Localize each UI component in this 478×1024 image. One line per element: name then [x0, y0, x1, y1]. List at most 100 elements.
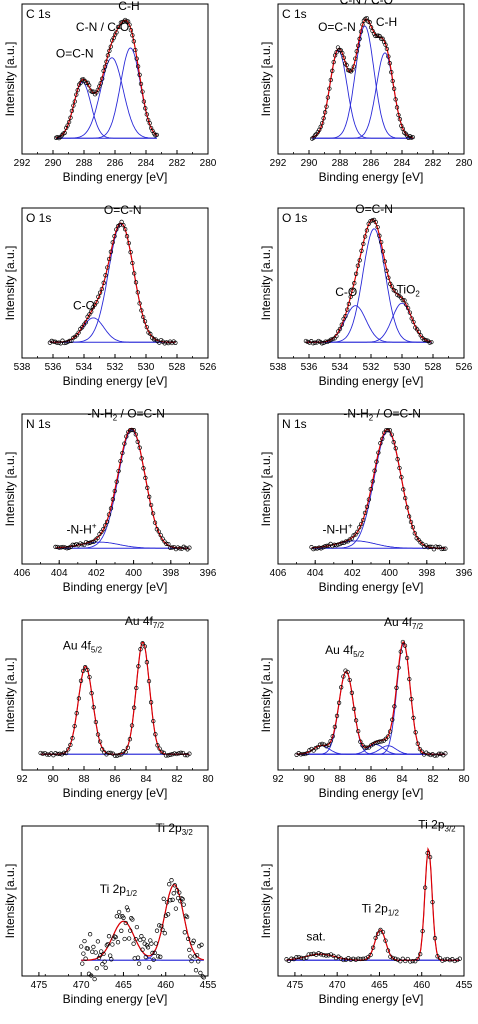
- data-point: [344, 62, 349, 68]
- data-point: [121, 223, 126, 228]
- data-point: [145, 945, 151, 950]
- x-tick-label: 90: [303, 774, 315, 785]
- data-point: [312, 133, 318, 138]
- data-point: [339, 685, 344, 690]
- data-point: [321, 952, 326, 958]
- data-point: [393, 956, 398, 961]
- core-level-label: O 1s: [26, 211, 51, 225]
- data-point: [394, 685, 399, 690]
- data-point: [101, 527, 106, 532]
- data-point: [356, 43, 361, 48]
- data-point: [164, 541, 169, 546]
- data-point: [147, 121, 152, 126]
- data-point: [341, 55, 346, 60]
- data-point: [129, 427, 135, 433]
- data-point: [133, 937, 138, 942]
- peak-label: -N-H+: [67, 522, 97, 537]
- x-tick-label: 536: [45, 362, 62, 373]
- data-point: [186, 936, 191, 941]
- data-point: [68, 742, 73, 748]
- peak-label: C-N / C-O: [340, 0, 393, 7]
- data-point: [345, 669, 350, 675]
- data-point: [402, 643, 408, 648]
- data-point: [377, 233, 382, 238]
- chart-ti2p-a: 475 470 465 460 455 Binding energy [eV] Intens…: [3, 821, 217, 1006]
- chart-c1s-a: 292 290 288 286 284 282 280 Binding energy [eV]…: [3, 0, 217, 184]
- data-point: [65, 123, 70, 128]
- data-point: [361, 241, 366, 247]
- data-point: [149, 941, 154, 946]
- data-point: [289, 956, 294, 961]
- data-point: [107, 48, 112, 53]
- data-point: [389, 284, 395, 289]
- data-point: [427, 544, 433, 549]
- data-point: [385, 428, 391, 433]
- data-point: [95, 87, 100, 93]
- data-point: [127, 22, 132, 27]
- data-point: [307, 748, 312, 753]
- data-point: [353, 718, 359, 723]
- x-tick-label: 292: [14, 158, 31, 169]
- data-point: [380, 436, 385, 441]
- data-point: [174, 888, 180, 893]
- data-point: [356, 956, 361, 961]
- data-point: [197, 944, 202, 949]
- data-point: [117, 24, 122, 29]
- fit-envelope: [49, 222, 176, 343]
- data-point: [350, 288, 355, 293]
- x-tick-label: 470: [73, 980, 90, 991]
- data-point: [142, 644, 147, 649]
- data-point: [63, 750, 69, 756]
- x-axis-label: Binding energy [eV]: [319, 992, 424, 1006]
- data-point: [78, 678, 84, 683]
- data-point: [152, 520, 158, 525]
- data-point: [398, 959, 403, 964]
- data-point: [334, 543, 339, 548]
- x-tick-label: 86: [109, 774, 121, 785]
- x-tick-label: 404: [51, 568, 68, 579]
- data-point: [150, 511, 156, 516]
- data-point: [404, 655, 410, 661]
- data-point: [324, 543, 329, 549]
- data-point: [347, 677, 352, 683]
- x-axis-label: Binding energy [eV]: [63, 992, 168, 1006]
- data-point: [390, 717, 395, 722]
- data-point: [139, 934, 144, 939]
- data-point: [151, 718, 156, 724]
- x-tick-label: 530: [138, 362, 155, 373]
- data-point: [452, 958, 457, 964]
- data-point: [407, 134, 413, 139]
- data-point: [82, 938, 87, 944]
- data-point: [377, 739, 382, 744]
- data-point: [130, 260, 135, 266]
- y-axis-label: Intensity [a.u.]: [259, 42, 273, 117]
- data-point: [360, 517, 366, 523]
- data-point: [172, 883, 177, 888]
- data-point: [438, 751, 444, 756]
- data-point: [183, 913, 189, 918]
- data-point: [167, 882, 172, 887]
- data-point: [387, 428, 393, 433]
- data-point: [405, 305, 411, 311]
- data-point: [189, 958, 194, 964]
- peak-label: O=C-N: [104, 203, 142, 217]
- peak-label: Au 4f7/2: [384, 615, 424, 631]
- data-point: [387, 729, 393, 734]
- data-point: [120, 450, 125, 456]
- data-point: [159, 923, 164, 929]
- data-point: [357, 258, 362, 263]
- data-point: [346, 301, 352, 307]
- chart-o1s-a: 538 536 534 532 530 528 526 Binding energy [eV]…: [3, 203, 217, 388]
- data-point: [187, 947, 192, 953]
- data-point: [112, 32, 118, 37]
- data-point: [135, 290, 140, 295]
- data-point: [187, 751, 192, 756]
- data-point: [66, 747, 71, 752]
- data-point: [441, 546, 446, 551]
- data-point: [123, 749, 128, 755]
- data-point: [110, 497, 116, 502]
- data-point: [384, 268, 389, 273]
- x-tick-label: 82: [171, 774, 183, 785]
- data-point: [368, 487, 373, 492]
- data-point: [112, 488, 117, 494]
